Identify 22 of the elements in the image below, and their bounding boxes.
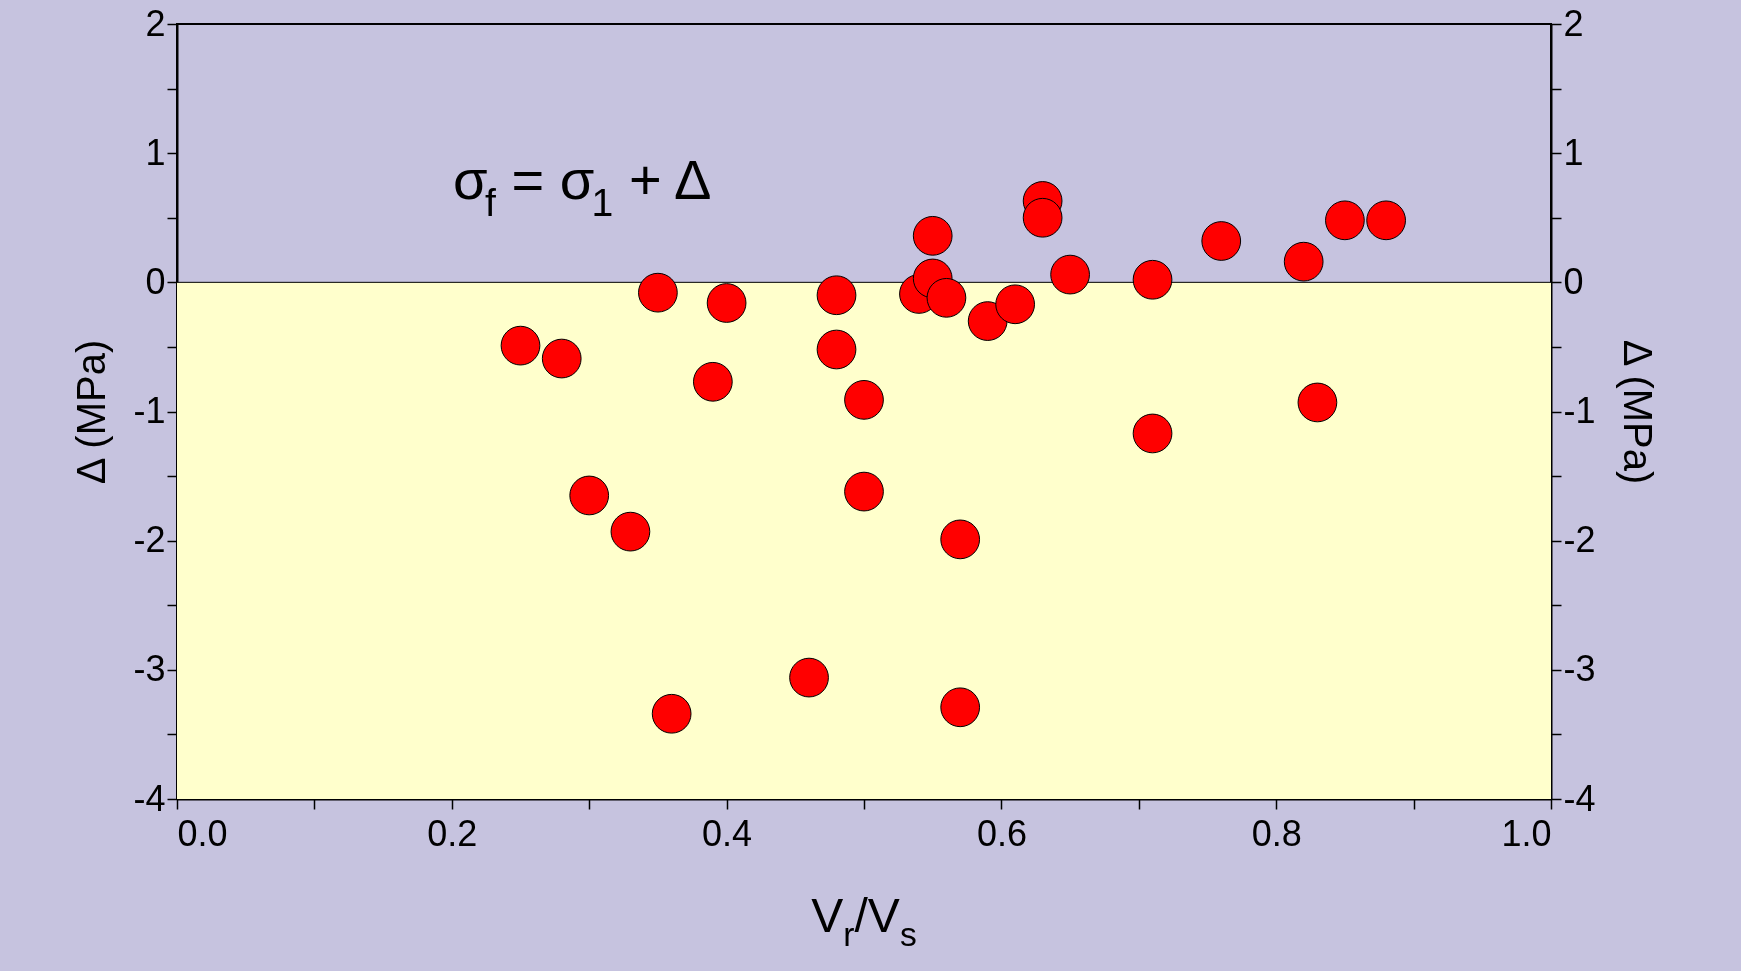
y2-tick-label: -1 bbox=[1563, 390, 1596, 431]
y-tick-label: 0 bbox=[145, 260, 166, 302]
y2-tick-label: -3 bbox=[1563, 648, 1596, 690]
y-tick-label: -3 bbox=[133, 648, 166, 690]
y2-tick-label: 1 bbox=[1563, 131, 1584, 173]
x-tick-label: 0.2 bbox=[427, 812, 478, 854]
y2-tick-label: 0 bbox=[1563, 260, 1584, 302]
y2-tick-label: -2 bbox=[1563, 519, 1596, 561]
y-tick-label: -2 bbox=[133, 519, 166, 561]
y-tick-label: 1 bbox=[145, 131, 166, 173]
x-tick-label: 1.0 bbox=[1501, 812, 1552, 854]
y-tick-label: 2 bbox=[145, 2, 166, 44]
x-tick-label: 0.0 bbox=[177, 812, 228, 854]
y2-tick-label: -4 bbox=[1563, 777, 1596, 819]
x-tick-label: 0.6 bbox=[976, 812, 1027, 854]
y-tick-label: -1 bbox=[133, 390, 166, 431]
y-axis-title: Δ (MPa) bbox=[69, 339, 114, 485]
y-tick-label: -4 bbox=[133, 777, 166, 819]
x-tick-label: 0.4 bbox=[702, 812, 753, 854]
x-tick-label: 0.8 bbox=[1251, 812, 1302, 854]
y2-axis-title: Δ (MPa) bbox=[1615, 339, 1660, 485]
y2-tick-label: 2 bbox=[1563, 2, 1584, 44]
